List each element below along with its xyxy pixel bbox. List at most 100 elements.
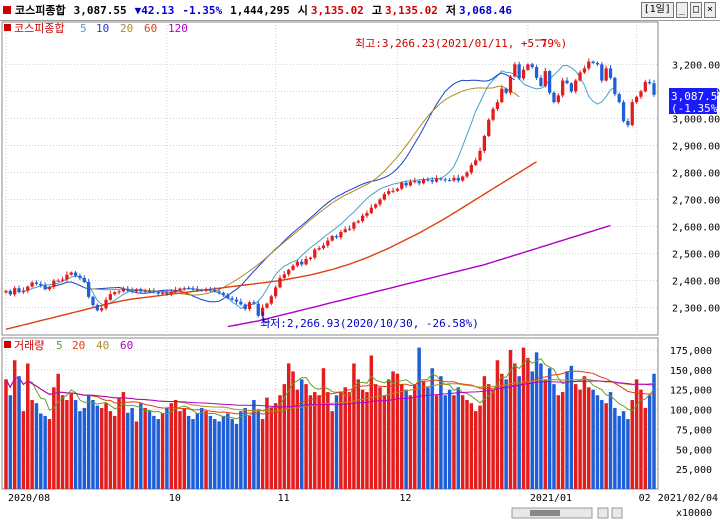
volume-bar [34, 403, 39, 489]
candle-body [369, 207, 373, 214]
volume-bar [378, 387, 382, 489]
candle-body [147, 290, 152, 292]
zoom-in-button[interactable] [611, 507, 623, 519]
volume-bar [643, 407, 648, 489]
candle-body [343, 229, 347, 232]
legend-ma120: 120 [168, 22, 188, 35]
candle-body [634, 96, 639, 103]
candle-body [613, 77, 617, 95]
volume-tick-label: 50,000 [676, 445, 712, 456]
volume-bar [234, 423, 239, 489]
candle-body [513, 64, 517, 77]
volume-bar [534, 352, 539, 489]
volume-bar [400, 384, 404, 489]
ma120-line [227, 224, 611, 328]
volume-bar [530, 371, 534, 489]
candle-body [274, 287, 278, 297]
volume-bar [17, 376, 21, 489]
restore-icon[interactable]: □ [689, 2, 702, 18]
candle-body [430, 180, 434, 182]
volume-bar [269, 407, 274, 489]
candle-body [169, 291, 173, 295]
candle-body [556, 95, 560, 103]
volume-bar [473, 411, 478, 489]
close-price: 3,087.55 [73, 3, 127, 17]
volume-ma60-line [5, 377, 654, 408]
volume-bar [365, 392, 369, 489]
volume-bar [565, 371, 569, 489]
time-tick-label: 2021/01 [530, 493, 572, 504]
candle-body [578, 72, 582, 81]
volume-bar [517, 376, 521, 489]
low-price: 3,068.46 [459, 3, 513, 17]
candle-body [426, 179, 430, 181]
candle-body [365, 213, 369, 216]
candle-body [639, 91, 643, 97]
volume-bar [295, 389, 300, 489]
candle-body [395, 188, 400, 191]
high-price: 3,135.02 [384, 3, 438, 17]
candle-body [226, 294, 230, 299]
volume-bar [356, 379, 361, 489]
volume-bar [204, 411, 208, 489]
candle-body [73, 272, 78, 276]
volume-bar [430, 368, 434, 489]
candle-body [378, 199, 382, 205]
volume-bar [386, 379, 391, 489]
close-icon[interactable]: × [703, 2, 716, 18]
legend-vol5: 5 [56, 339, 63, 352]
volume-bar [95, 405, 100, 489]
volume-bar [160, 413, 165, 489]
legend-ma60: 60 [144, 22, 157, 35]
candle-body [543, 71, 547, 86]
volume-bar [91, 400, 95, 489]
price-tick-label: 3,200.00 [672, 60, 720, 71]
candle-body [474, 160, 478, 165]
candle-body [317, 248, 321, 250]
volume-bar [139, 403, 143, 489]
volume-bar [60, 395, 65, 489]
candle-body [130, 290, 134, 292]
volume-bar [352, 363, 356, 489]
volume-bar [547, 368, 552, 489]
volume-bar [556, 395, 561, 489]
candle-body [404, 182, 408, 186]
volume-bar [417, 347, 421, 489]
candle-body [465, 172, 469, 177]
legend-ma5: 5 [80, 22, 87, 35]
candle-body [326, 240, 330, 246]
period-button[interactable]: [1일] [640, 2, 674, 18]
minimize-icon[interactable]: _ [675, 2, 688, 18]
candle-body [582, 68, 587, 73]
candle-body [626, 121, 630, 126]
volume-bar [165, 407, 169, 489]
candle-body [478, 150, 482, 161]
candle-body [8, 290, 12, 295]
candle-body [187, 288, 191, 290]
candle-body [143, 290, 147, 292]
price-legend-name: 코스피종합 [14, 22, 65, 35]
volume-bar [326, 392, 330, 489]
volume-bar [617, 415, 621, 489]
volume-bar [513, 363, 517, 489]
candle-body [108, 294, 113, 300]
volume-bar [152, 415, 156, 489]
high-label: 고 [371, 4, 382, 17]
candle-body [43, 285, 47, 290]
candle-body [300, 261, 304, 265]
volume-tick-label: 100,000 [670, 406, 712, 417]
low-annotation-arrow-icon [262, 312, 270, 323]
candle-body [308, 257, 313, 259]
volume-bar [613, 407, 617, 489]
candle-body [287, 269, 291, 275]
volume-bar [334, 395, 339, 489]
candle-body [191, 288, 195, 290]
zoom-out-button[interactable] [597, 507, 609, 519]
scrollbar-thumb[interactable] [530, 510, 560, 516]
candle-body [569, 83, 573, 92]
candle-body [165, 292, 169, 295]
volume-tick-label: 25,000 [676, 465, 712, 476]
volume-bar [12, 360, 17, 489]
candle-body [313, 249, 317, 258]
candle-body [461, 176, 465, 181]
